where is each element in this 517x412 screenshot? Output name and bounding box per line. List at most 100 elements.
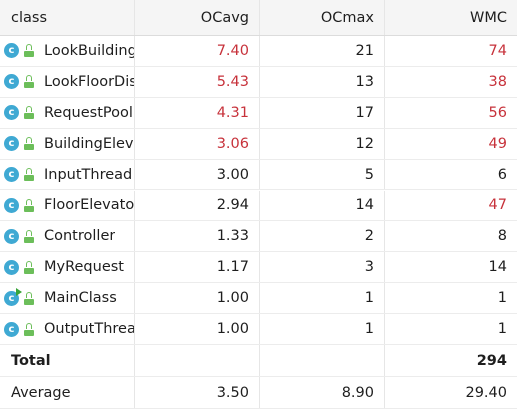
class-name: LookFloorDispatcher xyxy=(44,73,134,90)
class-name: Controller xyxy=(44,228,116,245)
access-modifier-icon xyxy=(24,198,34,212)
ocavg-value: 3.06 xyxy=(216,135,249,152)
ocavg-cell: 3.06 xyxy=(135,128,260,159)
class-cell: c FloorElevator xyxy=(0,190,135,221)
ocmax-value: 17 xyxy=(355,104,374,121)
table-row[interactable]: c LookFloorDispatcher 5.43 13 38 xyxy=(0,66,517,98)
ocavg-cell: 3.00 xyxy=(135,159,260,190)
ocavg-value: 7.40 xyxy=(216,42,249,59)
column-header-class-label: class xyxy=(11,9,47,26)
class-cell: c BuildingElevator xyxy=(0,128,135,159)
ocmax-cell: 12 xyxy=(260,128,385,159)
ocmax-cell: 5 xyxy=(260,159,385,190)
column-header-ocavg-label: OCavg xyxy=(200,9,249,26)
ocmax-value: 2 xyxy=(364,228,374,245)
table-row[interactable]: c RequestPool 4.31 17 56 xyxy=(0,97,517,129)
total-row[interactable]: Total 294 xyxy=(0,345,517,377)
ocavg-cell: 1.33 xyxy=(135,221,260,252)
wmc-value: 56 xyxy=(488,104,507,121)
access-modifier-icon xyxy=(24,322,34,336)
average-ocavg: 3.50 xyxy=(216,384,249,401)
ocavg-value: 2.94 xyxy=(216,197,249,214)
class-name: InputThread xyxy=(44,166,133,183)
wmc-cell: 47 xyxy=(385,191,517,221)
table-row[interactable]: c Controller 1.33 2 8 xyxy=(0,221,517,253)
table-row[interactable]: c LookBuildingElevator 7.40 21 74 xyxy=(0,36,517,67)
table-row[interactable]: c InputThread 3.00 5 6 xyxy=(0,159,517,191)
column-header-ocavg[interactable]: OCavg xyxy=(135,0,260,35)
column-header-ocmax-label: OCmax xyxy=(320,9,374,26)
ocavg-cell: 7.40 xyxy=(135,36,260,66)
ocavg-cell: 5.43 xyxy=(135,66,260,97)
wmc-cell: 14 xyxy=(385,252,517,282)
class-icon: c xyxy=(4,197,19,213)
ocavg-cell: 1.17 xyxy=(135,252,260,283)
column-header-wmc-label: WMC xyxy=(470,9,507,26)
ocmax-value: 1 xyxy=(364,290,374,307)
ocmax-cell: 3 xyxy=(260,252,385,283)
ocavg-value: 4.31 xyxy=(216,104,249,121)
class-cell: c LookFloorDispatcher xyxy=(0,66,135,97)
ocavg-cell: 1.00 xyxy=(135,314,260,344)
class-cell: c LookBuildingElevator xyxy=(0,36,135,66)
access-modifier-icon xyxy=(24,44,34,58)
wmc-cell: 38 xyxy=(385,67,517,97)
class-icon: c xyxy=(4,228,19,244)
table-row[interactable]: c MainClass 1.00 1 1 xyxy=(0,283,517,315)
ocmax-value: 12 xyxy=(355,135,374,152)
ocavg-value: 1.00 xyxy=(216,321,249,338)
ocmax-cell: 14 xyxy=(260,190,385,221)
access-modifier-icon xyxy=(24,168,34,182)
ocmax-cell: 21 xyxy=(260,36,385,66)
access-modifier-icon xyxy=(24,106,34,120)
ocavg-value: 1.00 xyxy=(216,290,249,307)
table-row[interactable]: c OutputThread 1.00 1 1 xyxy=(0,314,517,345)
wmc-value: 6 xyxy=(497,166,507,183)
table-row[interactable]: c MyRequest 1.17 3 14 xyxy=(0,252,517,284)
class-name: BuildingElevator xyxy=(44,135,134,152)
class-cell: c OutputThread xyxy=(0,314,135,344)
ocmax-value: 13 xyxy=(355,73,374,90)
class-icon: c xyxy=(4,136,19,152)
column-header-class[interactable]: class xyxy=(0,0,135,35)
class-icon: c xyxy=(4,43,19,59)
class-cell: c MainClass xyxy=(0,283,135,314)
wmc-cell: 6 xyxy=(385,160,517,190)
wmc-value: 1 xyxy=(497,290,507,307)
ocmax-cell: 2 xyxy=(260,221,385,252)
table-header: class OCavg OCmax WMC xyxy=(0,0,517,36)
class-icon: c xyxy=(4,167,19,183)
class-icon: c xyxy=(4,105,19,121)
ocmax-cell: 17 xyxy=(260,97,385,128)
average-label: Average xyxy=(11,384,71,401)
total-wmc: 294 xyxy=(476,352,507,369)
average-ocmax: 8.90 xyxy=(341,384,374,401)
ocavg-value: 1.33 xyxy=(216,228,249,245)
ocmax-value: 14 xyxy=(355,197,374,214)
class-cell: c MyRequest xyxy=(0,252,135,283)
class-icon: c xyxy=(4,259,19,275)
total-label: Total xyxy=(11,352,51,369)
ocmax-value: 3 xyxy=(364,259,374,276)
ocmax-value: 21 xyxy=(355,42,374,59)
column-header-wmc[interactable]: WMC xyxy=(385,0,517,35)
run-icon xyxy=(16,287,22,296)
ocmax-value: 1 xyxy=(364,321,374,338)
access-modifier-icon xyxy=(24,137,34,151)
class-icon: c xyxy=(4,74,19,90)
ocavg-cell: 4.31 xyxy=(135,97,260,128)
wmc-value: 74 xyxy=(488,42,507,59)
class-cell: c Controller xyxy=(0,221,135,252)
table-row[interactable]: c BuildingElevator 3.06 12 49 xyxy=(0,128,517,160)
column-header-ocmax[interactable]: OCmax xyxy=(260,0,385,35)
wmc-cell: 56 xyxy=(385,98,517,128)
table-row[interactable]: c FloorElevator 2.94 14 47 xyxy=(0,190,517,222)
ocavg-cell: 1.00 xyxy=(135,283,260,314)
average-row[interactable]: Average 3.50 8.90 29.40 xyxy=(0,377,517,409)
wmc-cell: 1 xyxy=(385,283,517,313)
wmc-value: 14 xyxy=(488,259,507,276)
wmc-value: 8 xyxy=(497,228,507,245)
wmc-cell: 1 xyxy=(385,314,517,344)
ocmax-cell: 13 xyxy=(260,66,385,97)
